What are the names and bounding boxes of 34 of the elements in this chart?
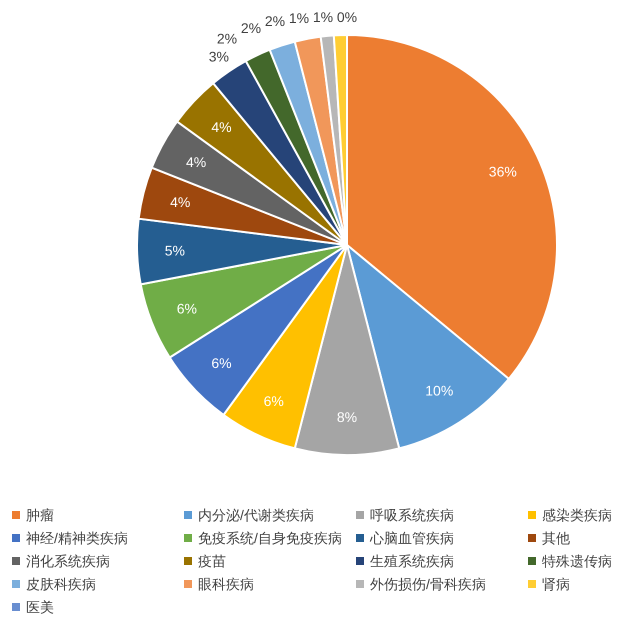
legend-label: 生殖系统疾病 — [370, 553, 454, 569]
data-label: 3% — [208, 48, 229, 64]
data-label: 2% — [216, 30, 238, 47]
data-label: 4% — [186, 154, 206, 170]
data-label: 10% — [425, 382, 454, 398]
data-label: 6% — [176, 300, 198, 316]
data-label: 36% — [488, 164, 517, 180]
legend-label: 肿瘤 — [26, 507, 54, 523]
legend-label: 疫苗 — [198, 553, 226, 569]
legend-label: 医美 — [26, 599, 54, 615]
legend-label: 内分泌/代谢类疾病 — [198, 507, 314, 523]
data-label: 6% — [211, 354, 232, 371]
data-label: 2% — [264, 13, 286, 30]
data-label: 1% — [288, 10, 310, 26]
data-label: 4% — [211, 119, 232, 136]
legend-label: 心脑血管疾病 — [369, 530, 454, 546]
data-label: 6% — [264, 392, 284, 409]
legend-label: 其他 — [542, 530, 570, 546]
legend-label: 免疫系统/自身免疫疾病 — [198, 530, 342, 546]
data-label: 1% — [312, 9, 334, 26]
legend-label: 神经/精神类疾病 — [26, 530, 128, 546]
legend-label: 特殊遗传病 — [542, 553, 612, 569]
legend-label: 外伤损伤/骨科疾病 — [370, 576, 486, 592]
data-label: 8% — [336, 409, 358, 426]
legend-label: 消化系统疾病 — [26, 553, 110, 569]
legend-label: 呼吸系统疾病 — [370, 507, 454, 523]
data-label: 2% — [240, 20, 262, 36]
text: 0% — [336, 9, 358, 25]
legend-label: 感染类疾病 — [542, 507, 612, 523]
data-label: 4% — [170, 194, 190, 210]
legend-label: 眼科疾病 — [198, 576, 254, 592]
legend-label: 皮肤科疾病 — [26, 576, 96, 592]
legend-label: 肾病 — [542, 576, 570, 592]
data-label: 5% — [164, 242, 185, 258]
